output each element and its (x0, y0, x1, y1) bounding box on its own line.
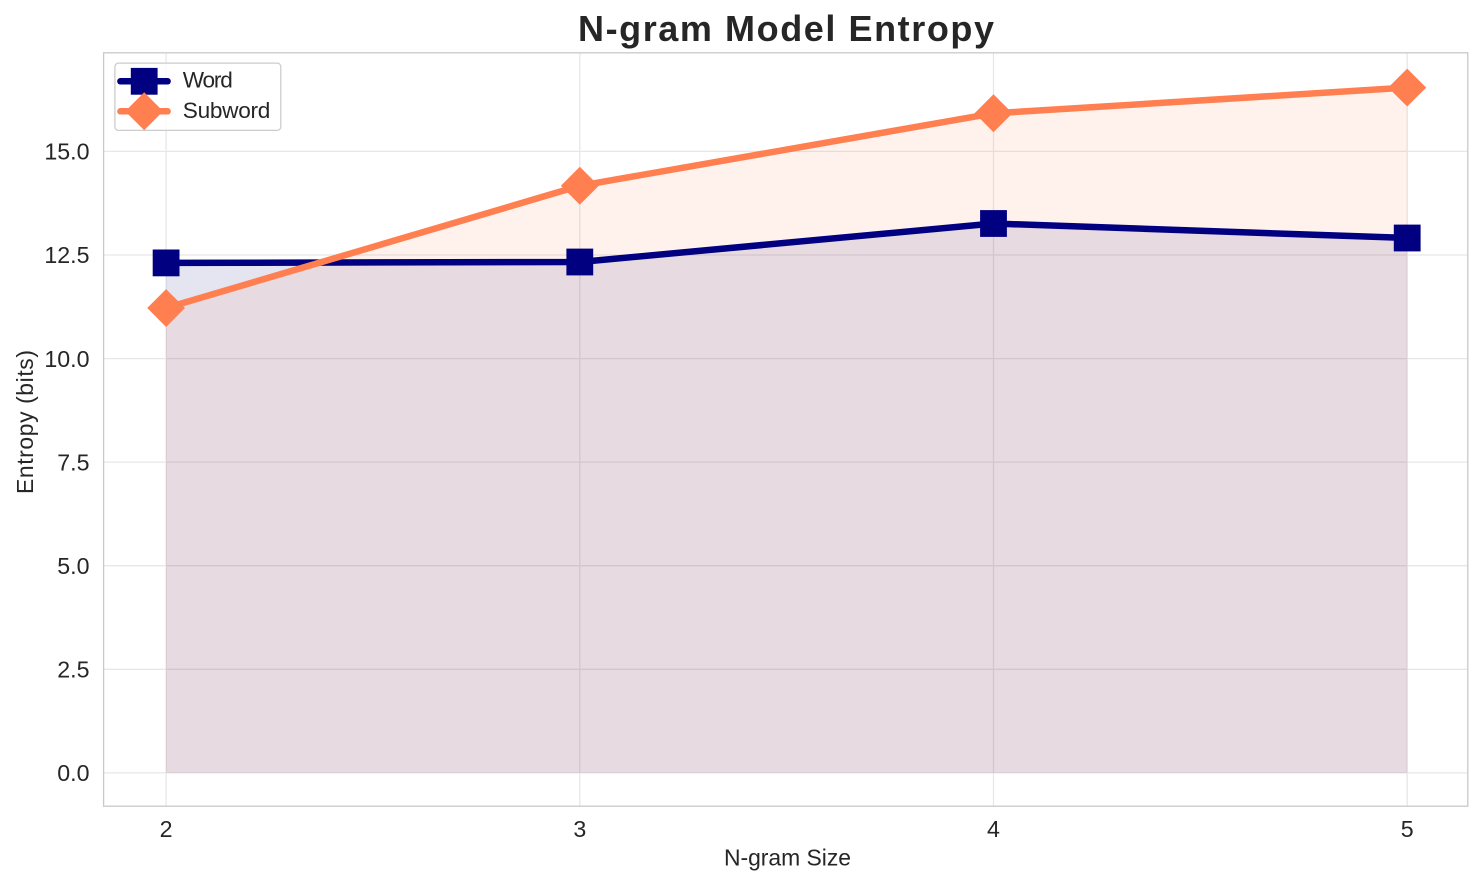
svg-text:2: 2 (160, 816, 173, 842)
svg-text:Word: Word (183, 67, 233, 92)
svg-text:N-gram Model Entropy: N-gram Model Entropy (578, 8, 994, 49)
svg-text:15.0: 15.0 (44, 139, 89, 165)
svg-text:N-gram Size: N-gram Size (724, 845, 851, 871)
svg-text:2.5: 2.5 (57, 657, 89, 683)
svg-text:0.0: 0.0 (57, 760, 89, 786)
svg-text:3: 3 (573, 816, 586, 842)
svg-text:7.5: 7.5 (57, 449, 89, 475)
svg-text:5.0: 5.0 (57, 553, 89, 579)
svg-text:Subword: Subword (183, 98, 270, 123)
svg-text:4: 4 (987, 816, 1000, 842)
svg-text:Entropy (bits): Entropy (bits) (12, 350, 38, 494)
svg-text:12.5: 12.5 (44, 242, 89, 268)
svg-text:5: 5 (1401, 816, 1414, 842)
svg-text:10.0: 10.0 (44, 346, 89, 372)
